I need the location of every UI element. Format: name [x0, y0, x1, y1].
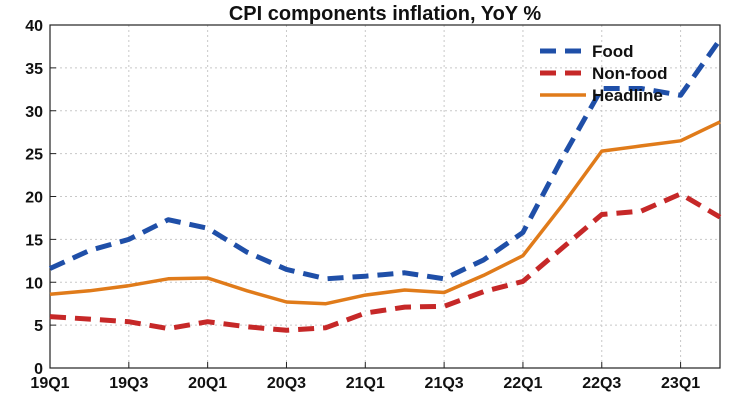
- y-tick-label: 20: [25, 190, 43, 207]
- plot-frame: [49, 24, 721, 369]
- y-tick-label: 10: [25, 275, 43, 292]
- x-tick-label: 21Q3: [425, 375, 464, 392]
- series-line-food: [48, 38, 723, 282]
- y-tick-label: 15: [25, 232, 43, 249]
- y-tick-label: 30: [25, 104, 43, 121]
- y-tick-label: 40: [25, 18, 43, 35]
- x-tick-label: 20Q1: [188, 375, 227, 392]
- x-tick-label: 19Q1: [30, 375, 69, 392]
- x-tick-label: 20Q3: [267, 375, 306, 392]
- x-tick-label: 22Q1: [503, 375, 542, 392]
- legend: Food Non-food Headline: [540, 42, 668, 105]
- legend-label: Food: [592, 42, 634, 61]
- chart-title: CPI components inflation, YoY %: [229, 3, 541, 25]
- x-tick-label: 19Q3: [109, 375, 148, 392]
- y-tick-label: 0: [34, 361, 43, 378]
- x-tick-label: 22Q3: [582, 375, 621, 392]
- axes: 0 5 10 15 20 25 30 35 40 19Q1 19Q3 20Q1 20Q3 21Q1 21Q3…: [25, 18, 721, 392]
- y-tick-label: 35: [25, 61, 43, 78]
- x-tick-label: 23Q1: [661, 375, 700, 392]
- series-line-non-food: [49, 191, 722, 333]
- y-tick-label: 5: [34, 318, 43, 335]
- legend-label: Non-food: [592, 64, 668, 83]
- grid: [50, 25, 720, 368]
- y-tick-label: 25: [25, 147, 43, 164]
- series-line-headline: [49, 120, 721, 306]
- series-lines: [48, 38, 723, 333]
- x-tick-label: 21Q1: [346, 375, 385, 392]
- legend-label: Headline: [592, 86, 663, 105]
